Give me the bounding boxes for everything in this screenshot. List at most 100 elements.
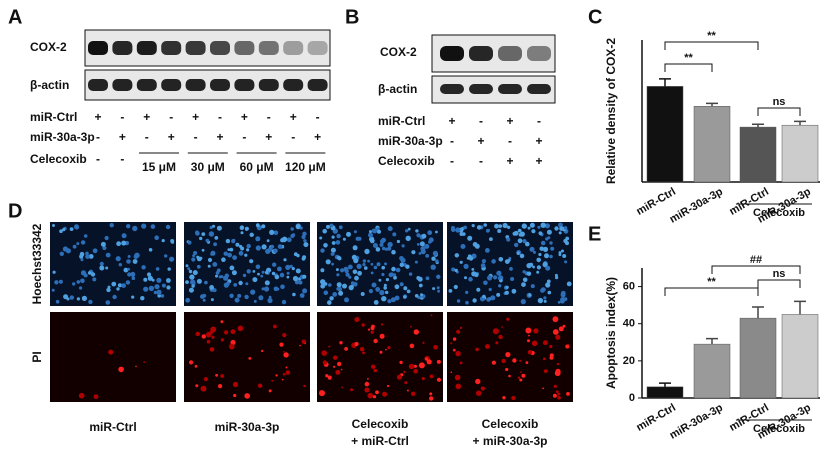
nucleus bbox=[224, 273, 229, 278]
condition-label: Celecoxib bbox=[30, 152, 87, 166]
nucleus bbox=[166, 278, 171, 283]
pi-spot bbox=[426, 359, 432, 365]
pi-spot bbox=[248, 357, 252, 360]
y-tick-label: 0 bbox=[629, 392, 635, 404]
condition-mark: + bbox=[192, 110, 199, 124]
blot-band bbox=[161, 41, 182, 55]
nucleus bbox=[215, 274, 218, 278]
nucleus bbox=[405, 264, 410, 269]
pi-spot bbox=[506, 317, 510, 321]
pi-spot bbox=[233, 393, 237, 398]
nucleus bbox=[562, 254, 567, 258]
pi-spot bbox=[404, 381, 408, 385]
nucleus bbox=[546, 229, 552, 235]
pi-spot bbox=[379, 333, 385, 339]
nucleus bbox=[62, 228, 66, 232]
nucleus bbox=[150, 224, 156, 229]
nucleus bbox=[242, 273, 247, 278]
pi-spot bbox=[406, 389, 409, 392]
pi-spot bbox=[379, 350, 383, 354]
nucleus bbox=[536, 270, 540, 274]
nucleus bbox=[121, 233, 127, 239]
nucleus bbox=[540, 222, 546, 228]
nucleus bbox=[405, 229, 409, 233]
nucleus bbox=[79, 286, 83, 290]
nucleus bbox=[538, 231, 543, 236]
nucleus bbox=[323, 243, 328, 248]
nucleus bbox=[185, 280, 189, 284]
nucleus bbox=[202, 293, 207, 298]
nucleus bbox=[156, 290, 161, 295]
nucleus bbox=[545, 265, 551, 271]
nucleus bbox=[521, 223, 527, 229]
nucleus bbox=[281, 299, 287, 305]
bar bbox=[693, 343, 731, 399]
condition-mark: - bbox=[479, 114, 483, 128]
nucleus bbox=[493, 275, 498, 280]
pi-spot bbox=[549, 353, 554, 358]
nucleus bbox=[510, 277, 515, 281]
nucleus bbox=[427, 230, 433, 236]
condition-mark: - bbox=[145, 130, 149, 144]
nucleus bbox=[264, 270, 269, 275]
nucleus bbox=[331, 262, 334, 266]
nucleus bbox=[539, 246, 544, 251]
pi-spot bbox=[319, 390, 325, 397]
nucleus bbox=[381, 246, 386, 251]
nucleus bbox=[507, 258, 511, 262]
pi-spot bbox=[475, 378, 481, 385]
nucleus bbox=[468, 276, 473, 282]
nucleus bbox=[418, 283, 423, 288]
nucleus bbox=[357, 270, 362, 276]
pi-spot bbox=[283, 351, 285, 353]
condition-mark: + bbox=[143, 110, 150, 124]
pi-spot bbox=[211, 335, 215, 339]
nucleus bbox=[326, 224, 330, 229]
nucleus bbox=[116, 241, 121, 247]
nucleus bbox=[99, 265, 105, 271]
pi-spot bbox=[230, 329, 236, 335]
nucleus bbox=[471, 268, 475, 271]
bar bbox=[739, 126, 777, 183]
nucleus bbox=[62, 246, 68, 252]
pi-spot bbox=[429, 392, 433, 396]
nucleus bbox=[520, 299, 526, 305]
nucleus bbox=[296, 253, 300, 258]
nucleus bbox=[277, 244, 283, 250]
nucleus bbox=[161, 283, 166, 288]
nucleus bbox=[471, 224, 475, 228]
nucleus bbox=[263, 286, 270, 292]
nucleus bbox=[320, 283, 326, 289]
nucleus bbox=[369, 238, 375, 244]
condition-mark: + bbox=[216, 130, 223, 144]
pi-spot bbox=[556, 362, 560, 366]
nucleus bbox=[193, 251, 198, 255]
nucleus bbox=[391, 249, 396, 255]
nucleus bbox=[509, 267, 513, 271]
nucleus bbox=[257, 272, 260, 276]
pi-spot bbox=[508, 374, 511, 378]
nucleus bbox=[554, 226, 559, 231]
nucleus bbox=[267, 247, 273, 252]
nucleus bbox=[69, 295, 75, 300]
pi-spot bbox=[491, 360, 496, 365]
pi-spot bbox=[450, 371, 453, 374]
nucleus bbox=[117, 283, 122, 288]
nucleus bbox=[127, 255, 131, 258]
nucleus bbox=[405, 235, 411, 241]
y-axis-label: Apoptosis index(%) bbox=[604, 277, 618, 389]
pi-spot bbox=[501, 326, 503, 328]
nucleus bbox=[276, 287, 280, 291]
pi-spot bbox=[373, 368, 378, 373]
condition-mark: - bbox=[120, 152, 124, 166]
nucleus bbox=[204, 280, 208, 285]
nucleus bbox=[166, 285, 171, 290]
significance-label: ** bbox=[707, 276, 716, 288]
error-bar bbox=[659, 78, 671, 87]
nucleus bbox=[336, 282, 342, 288]
nucleus bbox=[497, 229, 502, 233]
pi-spot bbox=[230, 339, 236, 346]
nucleus bbox=[375, 247, 381, 252]
nucleus bbox=[436, 286, 440, 290]
nucleus bbox=[362, 259, 367, 263]
